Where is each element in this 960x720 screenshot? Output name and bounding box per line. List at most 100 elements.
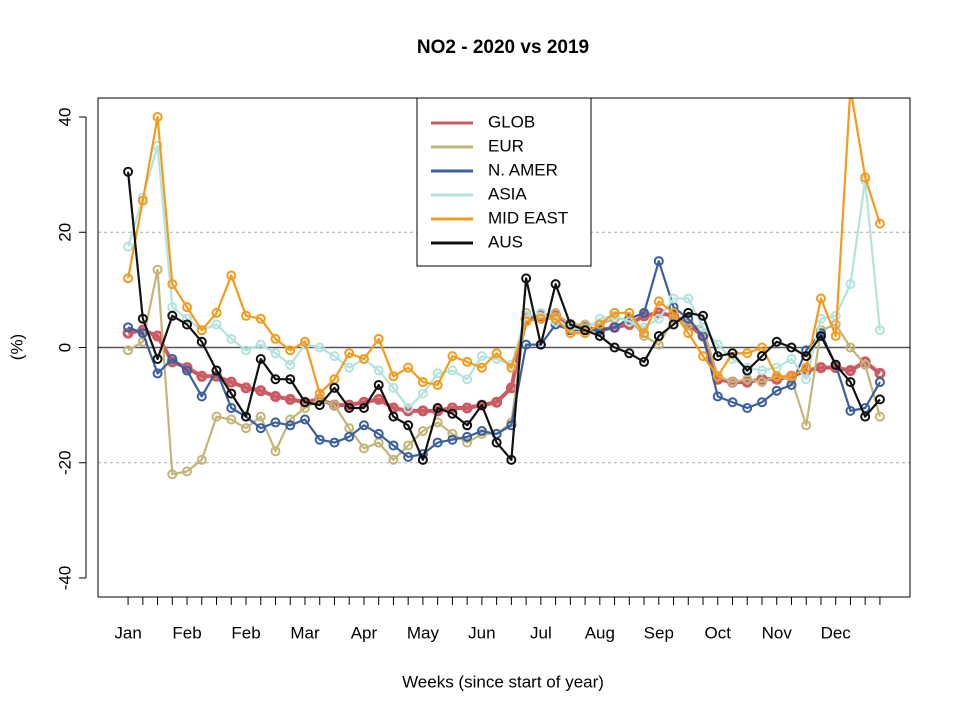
data-point (860, 359, 871, 370)
series-line (127, 259, 881, 459)
y-tick-label: 40 (55, 108, 74, 127)
data-point (373, 428, 384, 439)
data-point (123, 345, 134, 356)
data-point (742, 365, 753, 376)
data-point (462, 356, 473, 367)
data-point (211, 307, 222, 318)
y-tick-label: 0 (55, 343, 74, 352)
data-point (447, 434, 458, 445)
data-point (211, 365, 222, 376)
data-point (314, 400, 325, 411)
data-point (801, 362, 812, 373)
data-point (388, 411, 399, 422)
data-point (801, 351, 812, 362)
data-point (756, 397, 767, 408)
data-point (167, 279, 178, 290)
data-point (639, 328, 650, 339)
legend-label: GLOB (488, 112, 535, 131)
data-point (476, 362, 487, 373)
x-tick-label: Feb (231, 623, 260, 642)
data-point (594, 319, 605, 330)
data-point (182, 319, 193, 330)
data-point (521, 273, 532, 284)
data-point (447, 351, 458, 362)
data-point (241, 423, 252, 434)
data-point (506, 362, 517, 373)
data-point (403, 451, 414, 462)
data-point (152, 368, 163, 379)
series-line (126, 171, 881, 461)
data-point (329, 351, 340, 362)
data-point (329, 400, 340, 411)
x-tick-label: Apr (351, 623, 378, 642)
data-point (417, 454, 428, 465)
data-point (255, 385, 267, 397)
data-point (123, 166, 134, 177)
data-point (609, 307, 620, 318)
data-point (521, 339, 532, 350)
data-point (506, 420, 517, 431)
x-tick-label: Jan (114, 623, 141, 642)
data-point (594, 325, 605, 336)
data-point (447, 365, 458, 376)
data-point (123, 273, 134, 284)
data-point (403, 420, 414, 431)
data-point (446, 402, 458, 414)
data-point (550, 313, 561, 324)
data-point (461, 402, 473, 414)
data-point (462, 431, 473, 442)
data-point (830, 330, 841, 341)
data-point (270, 333, 281, 344)
data-point (712, 351, 723, 362)
data-point (683, 307, 694, 318)
data-point (462, 420, 473, 431)
data-point (269, 390, 281, 402)
data-point (299, 336, 310, 347)
data-point (403, 440, 414, 451)
data-point (639, 356, 650, 367)
x-tick-label: Oct (705, 623, 732, 642)
data-point (683, 328, 694, 339)
data-point (417, 426, 428, 437)
chart-title: NO2 - 2020 vs 2019 (417, 37, 589, 58)
data-point (284, 393, 296, 405)
data-point (226, 388, 237, 399)
data-point (182, 313, 193, 324)
data-point (683, 313, 694, 324)
data-point (152, 264, 163, 275)
x-tick-label: Nov (762, 623, 793, 642)
legend-label: N. AMER (488, 160, 558, 179)
data-point (299, 397, 310, 408)
data-point (285, 414, 296, 425)
data-point (123, 241, 134, 252)
data-point (196, 336, 207, 347)
data-point (432, 368, 443, 379)
data-point (196, 454, 207, 465)
data-point (742, 403, 753, 414)
data-point (417, 377, 428, 388)
data-point (845, 342, 856, 353)
data-point (225, 376, 237, 388)
data-point (756, 377, 767, 388)
data-point (874, 377, 885, 388)
data-point (152, 354, 163, 365)
data-point (845, 377, 856, 388)
data-point (241, 310, 252, 321)
data-point (594, 313, 605, 324)
data-point (403, 403, 414, 414)
data-point (698, 310, 709, 321)
data-point (491, 348, 502, 359)
data-point (506, 454, 517, 465)
data-point (255, 313, 266, 324)
data-point (373, 333, 384, 344)
data-point (358, 354, 369, 365)
x-tick-label: May (407, 623, 440, 642)
legend-label: MID EAST (488, 208, 568, 227)
data-point (211, 411, 222, 422)
data-point (860, 411, 871, 422)
data-point (152, 112, 163, 123)
data-point (344, 403, 355, 414)
data-point (329, 382, 340, 393)
data-point (756, 351, 767, 362)
